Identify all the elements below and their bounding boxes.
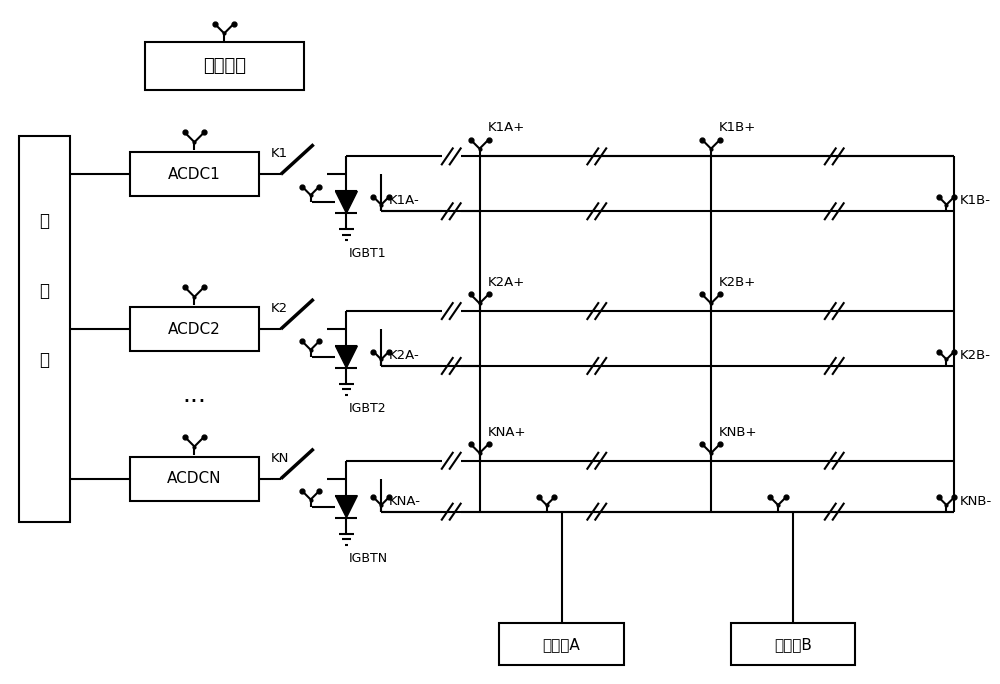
Text: 供: 供	[39, 212, 49, 230]
Bar	[130, 153, 259, 196]
Bar	[145, 42, 304, 90]
Text: 充电枪B: 充电枪B	[774, 637, 812, 652]
Text: IGBTN: IGBTN	[348, 551, 388, 564]
Text: K1B-: K1B-	[959, 194, 990, 207]
Bar	[130, 307, 259, 351]
Text: ···: ···	[182, 390, 206, 414]
Text: K2B+: K2B+	[719, 276, 756, 289]
Text: K1A-: K1A-	[389, 194, 420, 207]
Bar	[731, 623, 855, 666]
Bar	[130, 457, 259, 501]
Polygon shape	[335, 346, 357, 368]
Text: 电: 电	[39, 282, 49, 300]
Text: K2A-: K2A-	[389, 349, 420, 362]
Text: IGBT1: IGBT1	[348, 247, 386, 260]
Text: K1: K1	[271, 147, 288, 160]
Text: ACDC2: ACDC2	[168, 321, 221, 337]
Bar	[19, 136, 70, 522]
Text: ACDCN: ACDCN	[167, 471, 222, 486]
Text: KN: KN	[271, 451, 289, 464]
Text: K2: K2	[271, 302, 288, 315]
Polygon shape	[335, 496, 357, 518]
Text: KNA-: KNA-	[389, 495, 421, 508]
Text: ACDC1: ACDC1	[168, 167, 221, 182]
Text: K1B+: K1B+	[719, 122, 756, 135]
Text: KNB-: KNB-	[959, 495, 992, 508]
Text: 网: 网	[39, 351, 49, 369]
Text: 主控芯片: 主控芯片	[203, 57, 246, 75]
Text: K2B-: K2B-	[959, 349, 990, 362]
Bar	[499, 623, 624, 666]
Text: IGBT2: IGBT2	[348, 402, 386, 415]
Polygon shape	[335, 192, 357, 213]
Text: KNB+: KNB+	[719, 426, 757, 439]
Text: K2A+: K2A+	[488, 276, 525, 289]
Text: KNA+: KNA+	[488, 426, 526, 439]
Text: 充电枪A: 充电枪A	[543, 637, 580, 652]
Text: K1A+: K1A+	[488, 122, 525, 135]
